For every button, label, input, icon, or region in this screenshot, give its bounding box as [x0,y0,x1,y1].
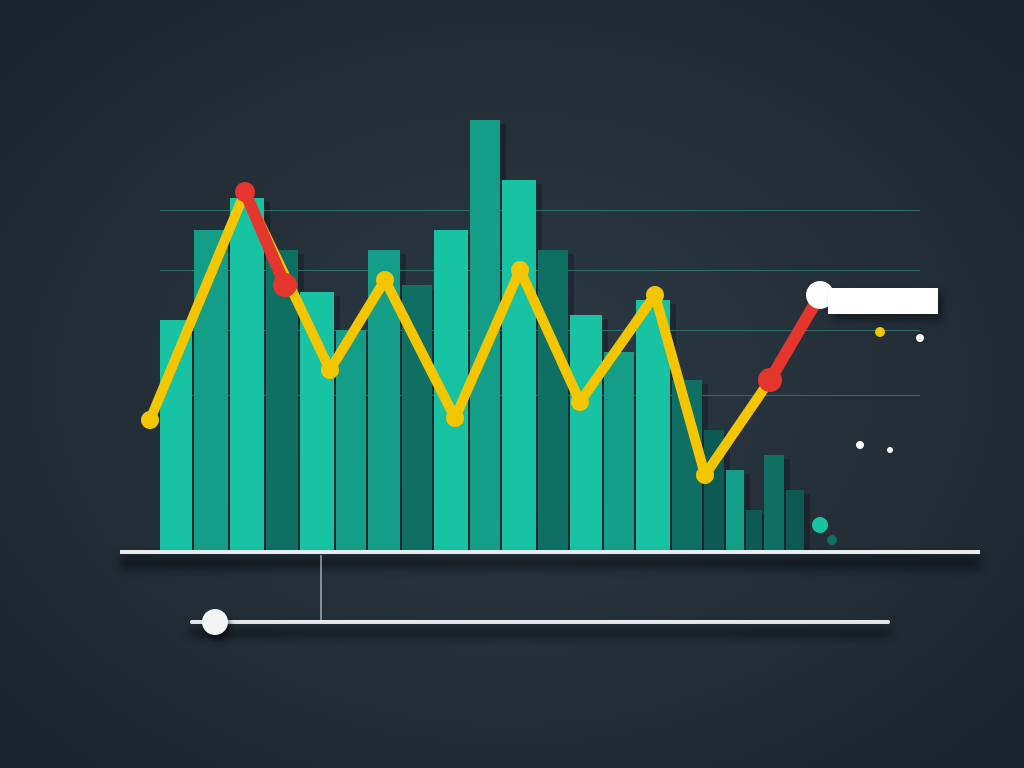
drop-line [320,555,322,622]
trend-marker [696,466,714,484]
accent-dot [887,447,893,453]
trend-marker [446,409,464,427]
trend-marker-red [758,368,782,392]
accent-dot [827,535,837,545]
side-tab [828,288,938,314]
baseline [120,550,980,554]
trend-marker [376,271,394,289]
trend-marker [321,361,339,379]
trend-marker [141,411,159,429]
slider-shadow [190,628,890,638]
trend-marker [646,286,664,304]
trend-line-yellow [150,192,770,475]
timeline-slider-knob[interactable] [202,609,228,635]
timeline-slider-track[interactable] [190,620,890,624]
trend-segment-red [245,192,285,285]
trend-marker-end [273,273,297,297]
trend-marker-red [235,182,255,202]
accent-dot [812,517,828,533]
combo-chart [160,120,800,550]
baseline-shadow [120,556,980,570]
accent-dot [916,334,924,342]
trend-segment-red [770,295,820,380]
line-overlay [160,120,800,550]
trend-marker [571,393,589,411]
accent-dot [875,327,885,337]
trend-marker [511,261,529,279]
accent-dot [856,441,864,449]
